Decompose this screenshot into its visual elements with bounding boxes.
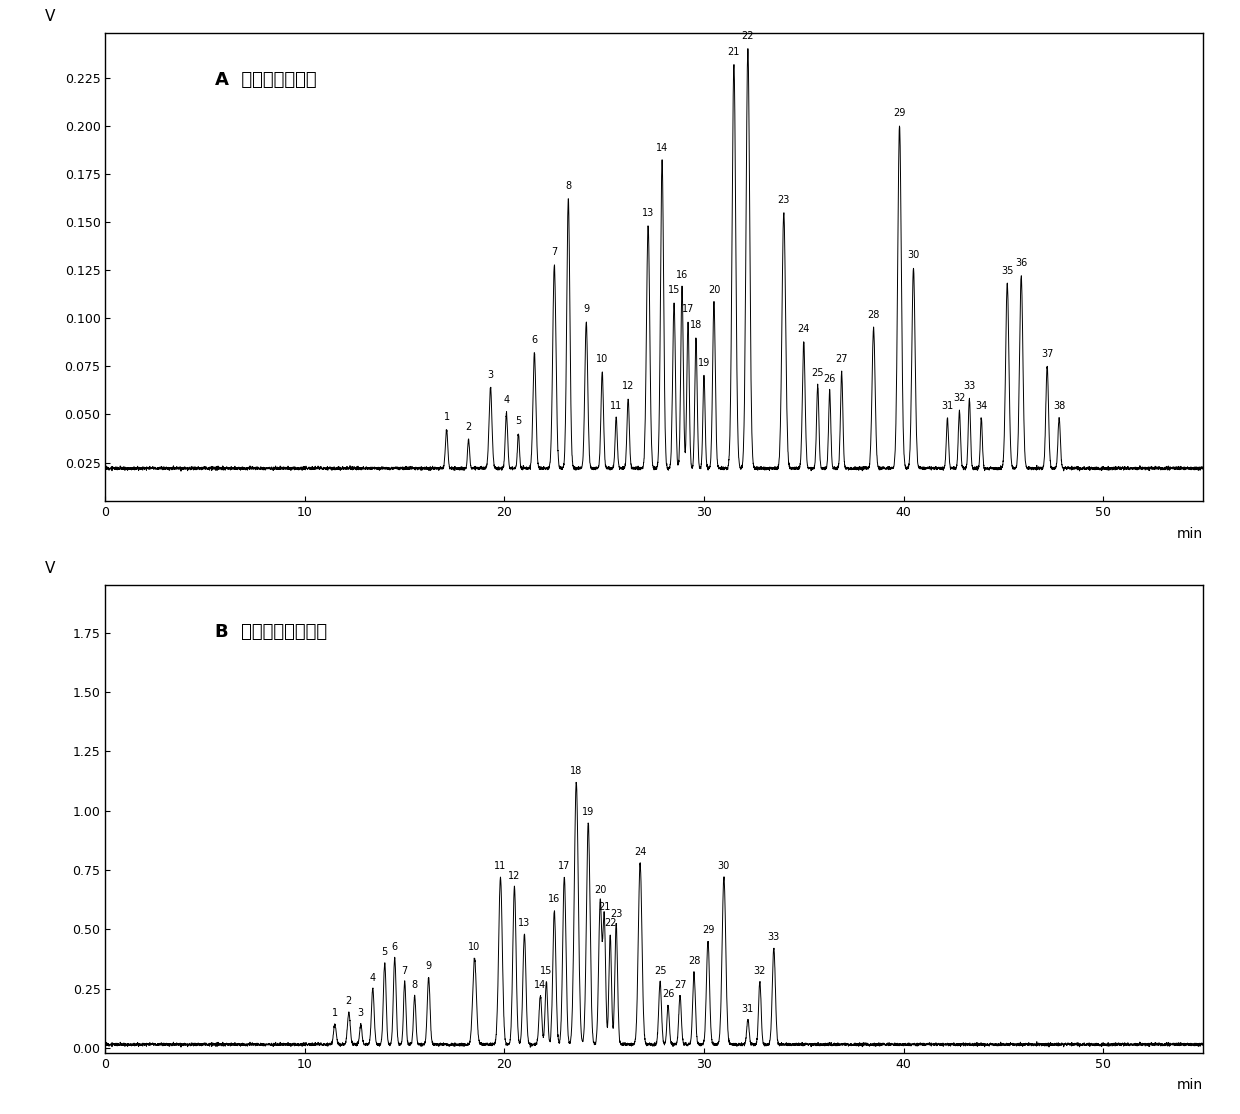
Text: 23: 23: [610, 909, 622, 919]
Text: 13: 13: [518, 918, 531, 928]
Text: 2: 2: [346, 996, 352, 1006]
Text: 25: 25: [811, 368, 823, 378]
Text: 6: 6: [392, 941, 398, 951]
Text: 22: 22: [742, 31, 754, 41]
Text: 17: 17: [558, 861, 570, 871]
Text: 27: 27: [836, 354, 848, 364]
Text: 3: 3: [487, 370, 494, 380]
Text: 10: 10: [469, 941, 481, 951]
Text: 8: 8: [412, 980, 418, 990]
Text: 14: 14: [656, 143, 668, 153]
Text: 26: 26: [823, 373, 836, 383]
Text: 12: 12: [622, 381, 635, 391]
Text: 27: 27: [673, 980, 686, 990]
Text: 20: 20: [708, 285, 720, 295]
Text: 22: 22: [604, 918, 616, 928]
Text: B  文献参考色谱条件: B 文献参考色谱条件: [216, 623, 327, 641]
Text: 26: 26: [662, 989, 675, 999]
Text: 30: 30: [908, 251, 920, 261]
Text: 35: 35: [1001, 266, 1013, 276]
Text: 15: 15: [668, 285, 681, 295]
Text: 24: 24: [634, 847, 646, 857]
Text: 8: 8: [565, 182, 572, 192]
Text: 16: 16: [548, 895, 560, 905]
Text: 21: 21: [598, 901, 610, 911]
Text: V: V: [45, 560, 56, 576]
Text: 15: 15: [541, 966, 553, 976]
Text: A  本专利色谱条件: A 本专利色谱条件: [216, 71, 316, 89]
Text: V: V: [45, 9, 56, 25]
Text: 25: 25: [653, 966, 666, 976]
Text: 4: 4: [370, 973, 376, 983]
Text: 33: 33: [963, 381, 976, 391]
Text: 19: 19: [698, 359, 711, 369]
Text: 29: 29: [702, 926, 714, 936]
Text: 10: 10: [596, 354, 609, 364]
Text: 28: 28: [868, 310, 879, 320]
Text: 32: 32: [754, 966, 766, 976]
Text: 23: 23: [777, 195, 790, 205]
Text: 3: 3: [357, 1008, 363, 1018]
Text: 9: 9: [425, 961, 432, 970]
Text: 18: 18: [570, 766, 583, 776]
Text: 11: 11: [495, 861, 507, 871]
Text: 32: 32: [954, 393, 966, 403]
Text: 16: 16: [676, 270, 688, 280]
Text: 12: 12: [508, 871, 521, 881]
Text: 5: 5: [382, 947, 388, 957]
Text: min: min: [1177, 1078, 1203, 1093]
Text: 29: 29: [893, 108, 905, 118]
Text: 6: 6: [531, 335, 537, 345]
Text: 17: 17: [682, 304, 694, 314]
Text: 38: 38: [1053, 401, 1065, 411]
Text: 14: 14: [534, 980, 547, 990]
Text: min: min: [1177, 527, 1203, 540]
Text: 21: 21: [728, 47, 740, 57]
Text: 36: 36: [1016, 258, 1028, 268]
Text: 7: 7: [402, 966, 408, 976]
Text: 5: 5: [516, 416, 522, 426]
Text: 31: 31: [941, 401, 954, 411]
Text: 13: 13: [642, 208, 655, 218]
Text: 30: 30: [718, 861, 730, 871]
Text: 24: 24: [797, 323, 810, 333]
Text: 9: 9: [583, 304, 589, 314]
Text: 18: 18: [689, 320, 702, 330]
Text: 4: 4: [503, 394, 510, 404]
Text: 19: 19: [582, 807, 594, 817]
Text: 20: 20: [594, 885, 606, 895]
Text: 34: 34: [975, 401, 987, 411]
Text: 33: 33: [768, 932, 780, 942]
Text: 11: 11: [610, 401, 622, 411]
Text: 31: 31: [742, 1004, 754, 1014]
Text: 37: 37: [1042, 349, 1053, 359]
Text: 1: 1: [332, 1008, 339, 1018]
Text: 1: 1: [444, 412, 450, 422]
Text: 2: 2: [465, 422, 471, 432]
Text: 7: 7: [552, 246, 558, 256]
Text: 28: 28: [688, 956, 701, 966]
